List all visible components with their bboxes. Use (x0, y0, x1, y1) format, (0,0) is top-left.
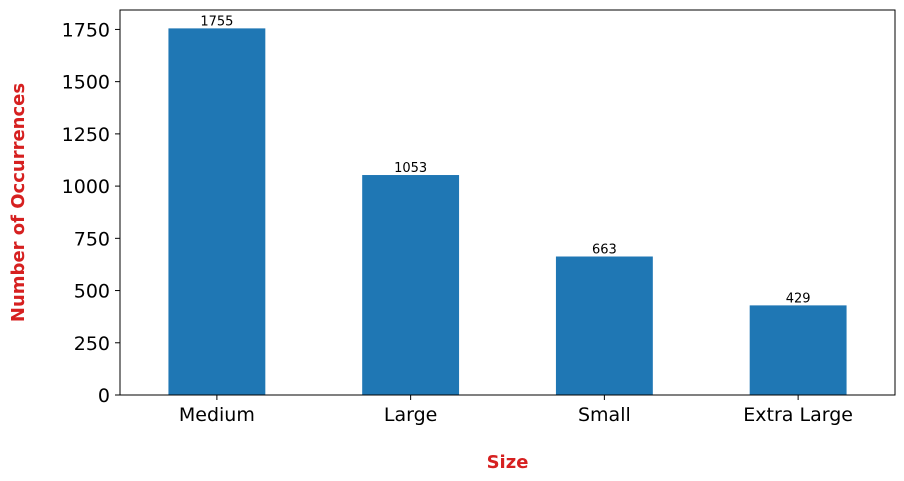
bar-large (362, 175, 460, 395)
bars-group (168, 28, 847, 395)
x-axis-ticks: Medium Large Small Extra Large (179, 395, 853, 426)
bar-extra-large (749, 305, 847, 395)
y-tick-label: 750 (74, 228, 110, 250)
y-tick-label: 1250 (62, 124, 110, 146)
y-tick-label: 250 (74, 333, 110, 355)
plot-frame (119, 9, 896, 396)
x-tick-label: Large (384, 404, 437, 426)
y-axis-title: Number of Occurrences (8, 83, 29, 322)
data-label: 1053 (394, 161, 427, 176)
bar-small (555, 256, 653, 395)
y-tick-label: 500 (74, 281, 110, 303)
y-tick-label: 1000 (62, 176, 110, 198)
data-labels-group: 1755 1053 663 429 (200, 14, 810, 306)
x-axis-title: Size (487, 452, 529, 473)
y-tick-label: 0 (98, 385, 110, 407)
x-tick-label: Medium (179, 404, 255, 426)
y-tick-label: 1750 (62, 19, 110, 41)
x-tick-label: Extra Large (743, 404, 853, 426)
x-tick-label: Small (578, 404, 631, 426)
bar-medium (168, 28, 266, 395)
data-label: 663 (592, 243, 617, 258)
data-label: 429 (786, 291, 811, 306)
y-tick-label: 1500 (62, 72, 110, 94)
data-label: 1755 (200, 14, 233, 29)
y-axis-ticks: 0 250 500 750 1000 1250 1500 1750 (62, 19, 120, 407)
